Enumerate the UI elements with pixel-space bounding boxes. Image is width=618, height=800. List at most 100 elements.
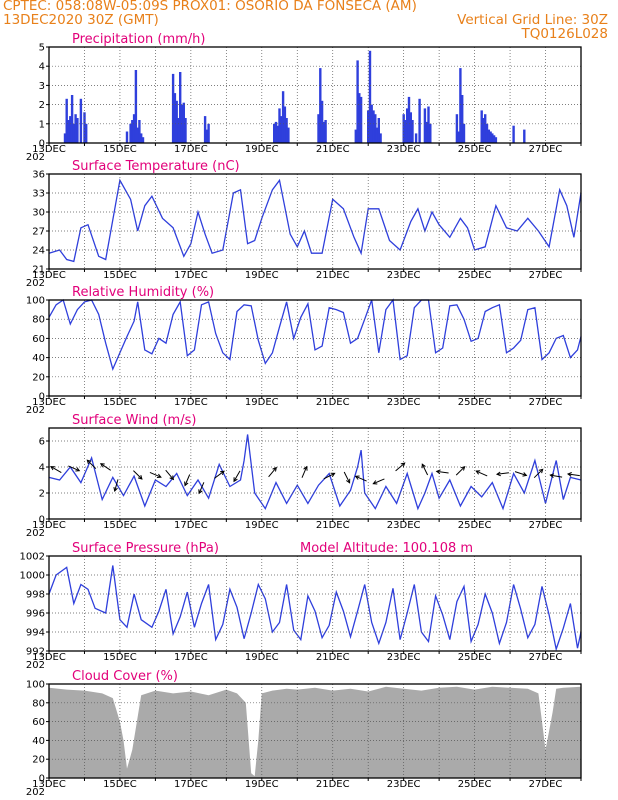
- wind-arrow: [133, 470, 143, 480]
- wind-arrow-head: [346, 478, 351, 484]
- wind-frame: [48, 427, 582, 520]
- precip-bar: [368, 50, 372, 143]
- wind-arrow: [475, 470, 488, 477]
- precip-bar: [404, 120, 407, 143]
- cloud-ytick-label: 40: [32, 736, 45, 747]
- pressure-ytick-label: 996: [26, 609, 45, 620]
- wind-arrow: [214, 470, 225, 479]
- precip-bar: [489, 131, 492, 143]
- temperature-ytick-label: 21: [32, 265, 45, 276]
- humidity-date-label: 19DEC: [245, 397, 279, 408]
- temperature-frame: [48, 173, 582, 270]
- precip-bar: [175, 100, 178, 143]
- wind-arrow-shaft: [86, 459, 97, 469]
- temperature-date-label: 13DEC: [32, 270, 66, 281]
- precip-bar: [356, 60, 359, 143]
- wind-arrow: [533, 468, 544, 479]
- precip-bar: [322, 121, 326, 143]
- humidity-date-label: 17DEC: [174, 397, 208, 408]
- precip-bar: [459, 68, 462, 143]
- precip-bar: [484, 114, 487, 143]
- humidity-date-label: 27DEC: [529, 397, 563, 408]
- cloud-date-label: 17DEC: [174, 779, 208, 790]
- precip-bar: [278, 108, 281, 143]
- precip-bar: [367, 110, 370, 143]
- pressure-date-label: 13DEC: [32, 652, 66, 663]
- wind-date-label: 23DEC: [387, 520, 421, 531]
- humidity-date-label: 23DEC: [387, 397, 421, 408]
- wind-arrow-shaft: [198, 482, 205, 494]
- precip-title: Precipitation (mm/h): [72, 32, 205, 47]
- precip-ytick-label: 5: [39, 43, 45, 54]
- pressure-ytick-label: 1000: [20, 571, 45, 582]
- wind-arrow: [198, 482, 205, 495]
- pressure-date-label: 27DEC: [529, 652, 563, 663]
- precip-bar: [354, 129, 357, 143]
- precip-bar: [203, 116, 207, 143]
- precip-bar: [429, 123, 432, 143]
- wind-arrow: [354, 475, 367, 482]
- wind-date-label: 25DEC: [458, 520, 492, 531]
- wind-arrow-head: [75, 467, 81, 472]
- wind-arrow-head: [233, 477, 238, 483]
- precip-bar: [406, 108, 409, 143]
- precip-date-label: 13DEC: [32, 144, 66, 155]
- temperature-date-label: 17DEC: [174, 270, 208, 281]
- wind-arrow-shaft: [323, 472, 335, 480]
- wind-ytick-label: 0: [39, 515, 45, 526]
- wind-arrow: [268, 466, 277, 478]
- precip-bar: [83, 112, 86, 143]
- wind-arrow-head: [475, 470, 481, 475]
- wind-arrow-head: [184, 481, 189, 487]
- wind-arrow-head: [220, 470, 225, 476]
- wind-arrow-head: [86, 459, 92, 465]
- pressure-title: Surface Pressure (hPa): [72, 541, 219, 556]
- pressure-date-label: 15DEC: [103, 652, 137, 663]
- wind-arrow-shaft: [343, 471, 351, 484]
- precip-bar: [281, 91, 285, 143]
- temperature-date-label: 21DEC: [316, 270, 350, 281]
- cloud-ytick-label: 100: [26, 680, 45, 691]
- wind-arrow: [99, 463, 111, 471]
- precip-bar: [372, 110, 375, 143]
- precip-bar: [76, 118, 79, 143]
- precip-bar: [74, 114, 77, 143]
- precip-bar: [287, 127, 290, 143]
- precip-bar: [72, 123, 75, 143]
- precip-bar: [129, 123, 132, 143]
- precip-bar: [69, 116, 72, 143]
- wind-arrow: [233, 470, 241, 483]
- wind-arrow: [343, 471, 351, 484]
- precip-bar: [136, 127, 139, 143]
- humidity-ytick-label: 20: [32, 372, 45, 383]
- pressure-year-label: 202: [26, 660, 45, 671]
- precip-bar: [423, 108, 427, 143]
- temperature-ytick-label: 24: [32, 246, 45, 257]
- precip-bar: [141, 137, 145, 143]
- wind-date-label: 19DEC: [245, 520, 279, 531]
- wind-arrow-shaft: [114, 479, 119, 492]
- pressure-date-label: 25DEC: [458, 652, 492, 663]
- precip-bar: [377, 118, 380, 143]
- precip-date-label: 19DEC: [245, 144, 279, 155]
- wind-arrow: [514, 471, 528, 477]
- wind-arrow: [435, 469, 449, 475]
- wind-arrow-shaft: [233, 470, 241, 482]
- wind-panel: 0 2 4 6 13DEC 15DEC 17DEC 19DEC 21DEC 23DEC 25DEC 2…: [26, 413, 582, 539]
- humidity-date-label: 21DEC: [316, 397, 350, 408]
- precip-bar: [65, 98, 68, 143]
- precip-bar: [85, 123, 88, 143]
- wind-arrow-head: [522, 472, 528, 477]
- precip-bar: [359, 96, 363, 143]
- wind-arrow: [68, 465, 81, 472]
- precip-bar: [179, 72, 182, 143]
- precip-bar: [425, 121, 428, 143]
- cloud-panel: 0 20 40 60 80 100 13DEC 15DEC 17DEC 19DEC 21DEC 23D…: [26, 669, 582, 798]
- precip-bar: [462, 123, 466, 143]
- precip-date-label: 25DEC: [458, 144, 492, 155]
- wind-arrow: [149, 471, 162, 478]
- precip-ytick-label: 2: [39, 100, 45, 111]
- wind-arrow: [372, 478, 385, 485]
- precip-bar: [379, 133, 382, 143]
- precip-bar: [283, 106, 287, 143]
